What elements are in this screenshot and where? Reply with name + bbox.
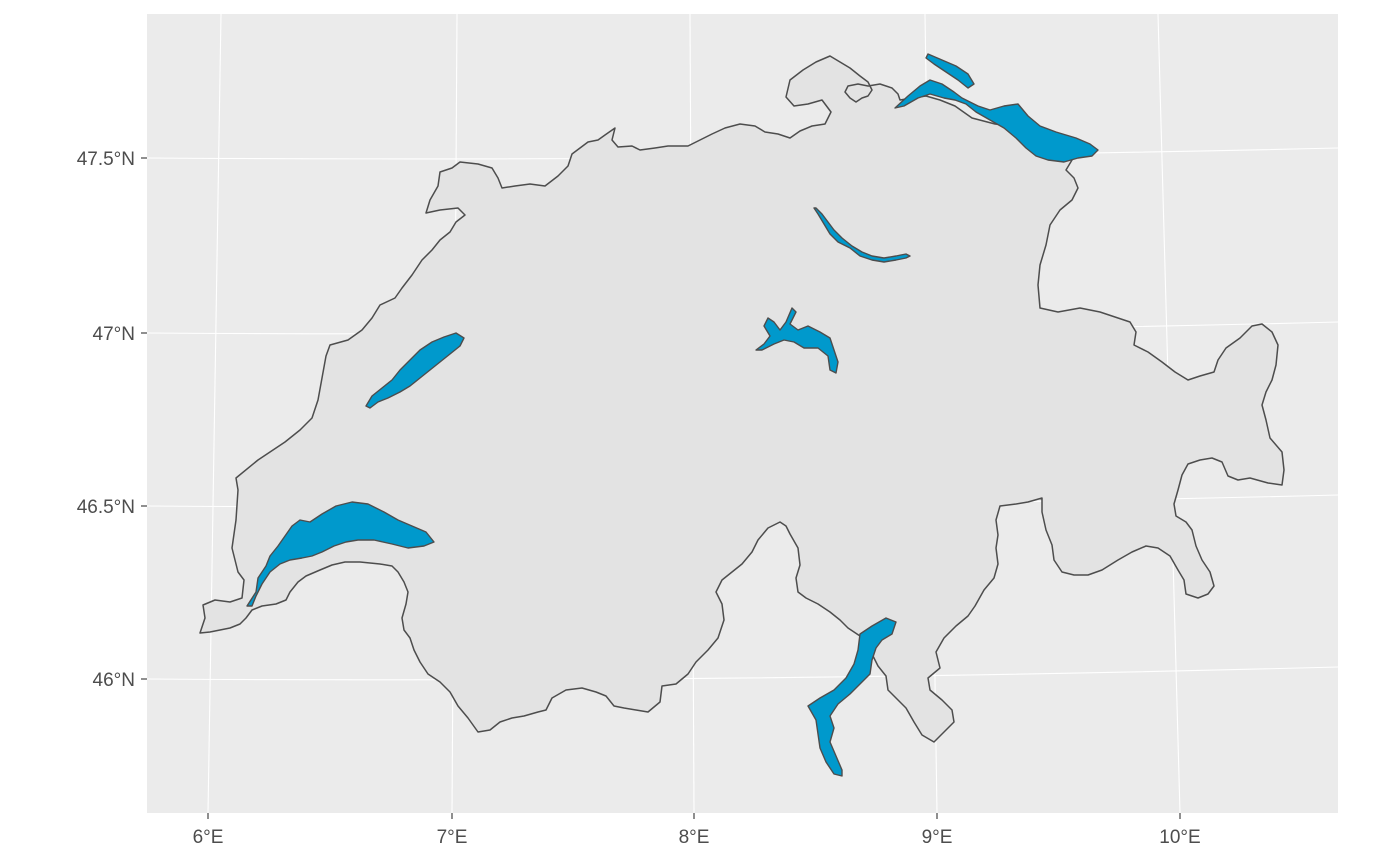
lake-maggiore (807, 617, 897, 777)
y-label-46-5n: 46.5°N (77, 497, 135, 518)
x-label-9e: 9°E (922, 827, 953, 848)
x-label-8e: 8°E (679, 827, 710, 848)
x-label-6e: 6°E (193, 827, 224, 848)
x-label-10e: 10°E (1159, 827, 1200, 848)
y-label-47-5n: 47.5°N (77, 149, 135, 170)
y-label-47n: 47°N (93, 324, 135, 345)
parallel-46n (146, 666, 1339, 681)
axis-labels: 6°E 7°E 8°E 9°E 10°E 47.5°N 47°N 46.5°N … (77, 149, 1201, 848)
x-label-7e: 7°E (437, 827, 468, 848)
y-label-46n: 46°N (93, 670, 135, 691)
lake-constance (894, 53, 1099, 163)
switzerland-outline (199, 55, 1285, 743)
axis-ticks (141, 157, 1181, 819)
lakes (246, 53, 1099, 777)
lake-zurich (813, 207, 911, 263)
lake-geneva (246, 501, 435, 607)
lake-lucerne (755, 307, 839, 374)
lake-neuchatel (365, 332, 465, 409)
